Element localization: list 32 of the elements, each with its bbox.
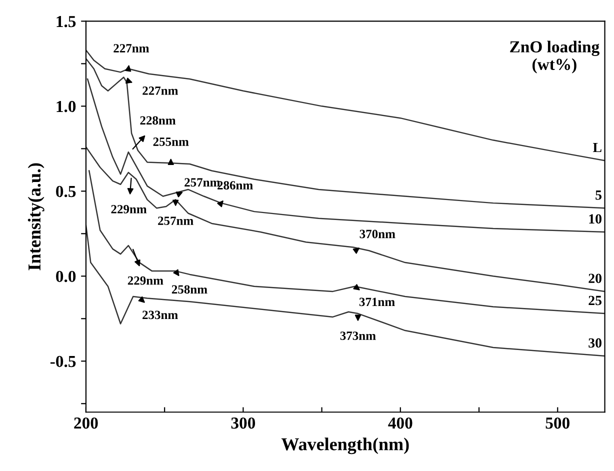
- annotation: 258nm: [172, 285, 208, 294]
- annotation: 257nm: [158, 216, 194, 226]
- annotation: 229nm: [111, 205, 147, 214]
- annotation: 227nm: [142, 86, 178, 95]
- x-tick-label: 300: [231, 417, 256, 429]
- annotation: 286nm: [218, 181, 253, 190]
- y-axis-title: Intensity(a.u.): [28, 163, 44, 270]
- series-label: 25: [588, 296, 602, 306]
- y-tick-label: 0.5: [56, 186, 76, 198]
- legend-title: ZnO loading (wt%): [510, 40, 600, 74]
- annotation: 227nm: [114, 44, 150, 52]
- x-axis-title: Wavelength(nm): [281, 438, 409, 454]
- annotation: 233nm: [142, 310, 178, 320]
- annotation: 229nm: [128, 276, 164, 285]
- y-tick-label: -0.5: [50, 356, 76, 368]
- annotation: 255nm: [153, 138, 189, 146]
- y-tick-label: 1.5: [56, 16, 76, 28]
- x-tick-label: 400: [388, 417, 412, 429]
- y-tick-label: 0.0: [56, 270, 76, 282]
- series-label: 30: [588, 338, 602, 348]
- annotation: 228nm: [140, 116, 176, 125]
- annotation: 370nm: [360, 230, 396, 238]
- series-label: 20: [588, 274, 602, 284]
- y-tick-label: 1.0: [56, 100, 76, 112]
- series-label: 5: [596, 190, 602, 200]
- annotation: 373nm: [340, 332, 376, 340]
- annotation: 371nm: [359, 298, 395, 306]
- series-label: L: [592, 142, 602, 152]
- series-label: 10: [589, 214, 602, 224]
- x-tick-label: 500: [546, 417, 570, 429]
- x-tick-label: 200: [74, 417, 98, 429]
- annotation: 257nm: [184, 178, 220, 187]
